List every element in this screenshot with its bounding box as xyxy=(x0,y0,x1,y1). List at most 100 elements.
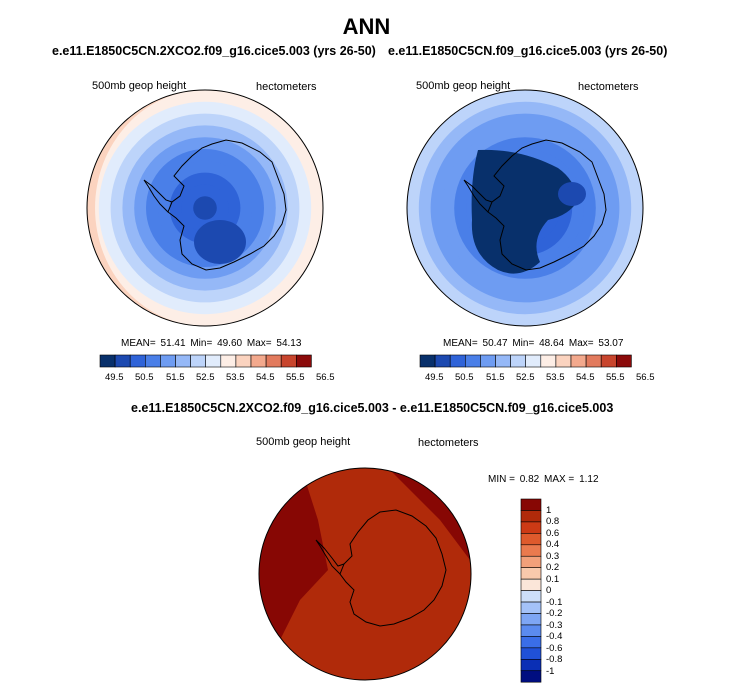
panel1-mean-label: MEAN= xyxy=(121,338,156,349)
panel3-tick: 0.4 xyxy=(546,539,560,550)
panel1-tick: 53.5 xyxy=(226,372,245,383)
panel3-min-value: 0.82 xyxy=(519,474,540,485)
page-title: ANN xyxy=(342,14,391,39)
panel1-mean-value: 51.41 xyxy=(160,338,186,349)
panel2-tick: 50.5 xyxy=(455,372,474,383)
panel2-tick: 56.5 xyxy=(636,372,655,383)
colorbar-swatch xyxy=(295,354,312,368)
colorbar-swatch xyxy=(114,354,131,368)
colorbar-swatch xyxy=(434,354,451,368)
colorbar-swatch xyxy=(520,533,542,546)
colorbar-swatch xyxy=(520,510,542,523)
colorbar-swatch xyxy=(520,544,542,557)
panel2-max-value: 53.07 xyxy=(598,338,624,349)
panel2-min-value: 48.64 xyxy=(539,338,565,349)
colorbar-swatch xyxy=(160,354,176,368)
colorbar-swatch xyxy=(540,354,557,368)
panel3-colorbar xyxy=(520,498,542,683)
panel2-tick: 49.5 xyxy=(425,372,444,383)
colorbar-swatch xyxy=(520,601,542,614)
colorbar-swatch xyxy=(449,354,466,368)
colorbar-swatch xyxy=(99,354,116,368)
panel2-units-label: hectometers xyxy=(578,81,639,93)
panel1-tick: 54.5 xyxy=(256,372,275,383)
panel1-tick: 51.5 xyxy=(166,372,185,383)
colorbar-swatch xyxy=(495,354,511,368)
panel3-tick: -0.1 xyxy=(546,597,563,608)
panel3-tick: 0.2 xyxy=(546,562,560,573)
panel1-tick: 50.5 xyxy=(135,372,154,383)
colorbar-swatch xyxy=(520,636,542,649)
panel2-stats: MEAN= 50.47 Min= 48.64 Max= 53.07 xyxy=(443,338,625,349)
colorbar-swatch xyxy=(419,354,436,368)
colorbar-swatch xyxy=(520,521,542,534)
panel3-max-value: 1.12 xyxy=(579,474,599,485)
panel1-tick: 49.5 xyxy=(105,372,124,383)
panel1-tick: 56.5 xyxy=(316,372,335,383)
colorbar-swatch xyxy=(555,354,572,368)
panel3-tick: 0 xyxy=(546,585,552,596)
panel1-map xyxy=(86,89,324,327)
colorbar-swatch xyxy=(520,670,542,683)
colorbar-swatch xyxy=(520,613,542,626)
panel2-max-label: Max= xyxy=(568,338,594,349)
panel3-min-label: MIN = xyxy=(488,474,515,485)
panel1-min-value: 49.60 xyxy=(217,338,243,349)
panel3-stats: MIN = 0.82 MAX = 1.12 xyxy=(488,474,601,485)
panel3-tick: -1 xyxy=(546,666,555,677)
panel2-min-label: Min= xyxy=(512,338,535,349)
colorbar-swatch xyxy=(250,354,267,368)
colorbar-swatch xyxy=(220,354,237,368)
panel3-tick: -0.4 xyxy=(546,631,563,642)
panel1-tick: 52.5 xyxy=(196,372,215,383)
panel3-tick: -0.2 xyxy=(546,608,563,619)
colorbar-swatch xyxy=(585,354,602,368)
colorbar-swatch xyxy=(520,578,542,591)
panel2-tick: 51.5 xyxy=(486,372,505,383)
panel2-variable-label: 500mb geop height xyxy=(416,80,511,92)
panel2-tick: 55.5 xyxy=(606,372,625,383)
panel3-map xyxy=(258,467,472,681)
panel2-tick: 54.5 xyxy=(576,372,595,383)
panel2-tick: 53.5 xyxy=(546,372,565,383)
panel1-variable-label: 500mb geop height xyxy=(92,80,187,92)
colorbar-swatch xyxy=(520,590,542,603)
colorbar-swatch xyxy=(520,647,542,660)
panel1-max-label: Max= xyxy=(246,338,272,349)
panel1-contour-band xyxy=(193,196,217,220)
colorbar-swatch xyxy=(190,354,207,368)
panel2-case-title: e.e11.E1850C5CN.f09_g16.cice5.003 (yrs 2… xyxy=(388,44,668,58)
panel2-tick: 52.5 xyxy=(516,372,535,383)
panel1-stats: MEAN= 51.41 Min= 49.60 Max= 54.13 xyxy=(121,338,303,349)
colorbar-swatch xyxy=(480,354,496,368)
colorbar-swatch xyxy=(175,354,191,368)
colorbar-swatch xyxy=(520,555,542,568)
panel3-tick: -0.3 xyxy=(546,620,563,631)
panel2-map xyxy=(406,89,644,327)
panel3-tick: -0.8 xyxy=(546,654,563,665)
colorbar-swatch xyxy=(235,354,252,368)
colorbar-swatch xyxy=(265,354,282,368)
panel1-case-title: e.e11.E1850C5CN.2XCO2.f09_g16.cice5.003 … xyxy=(52,44,376,58)
colorbar-swatch xyxy=(615,354,632,368)
panel3-tick: 0.6 xyxy=(546,528,560,539)
colorbar-swatch xyxy=(145,354,161,368)
colorbar-swatch xyxy=(205,354,222,368)
panel3-tick: -0.6 xyxy=(546,643,563,654)
panel3-case-title: e.e11.E1850C5CN.2XCO2.f09_g16.cice5.003 … xyxy=(131,401,614,415)
panel2-mean-label: MEAN= xyxy=(443,338,478,349)
panel3-max-label: MAX = xyxy=(543,474,575,485)
panel1-low-contour xyxy=(194,220,246,264)
panel1-colorbar xyxy=(99,354,312,368)
panel1-max-value: 54.13 xyxy=(276,338,302,349)
panel2-colorbar xyxy=(419,354,632,368)
colorbar-swatch xyxy=(280,354,297,368)
colorbar-swatch xyxy=(600,354,617,368)
panel3-variable-label: 500mb geop height xyxy=(256,436,351,448)
panel1-tick: 55.5 xyxy=(286,372,305,383)
panel3-tick: 0.3 xyxy=(546,551,560,562)
panel2-map-border xyxy=(406,89,644,327)
colorbar-swatch xyxy=(520,624,542,637)
colorbar-swatch xyxy=(570,354,587,368)
